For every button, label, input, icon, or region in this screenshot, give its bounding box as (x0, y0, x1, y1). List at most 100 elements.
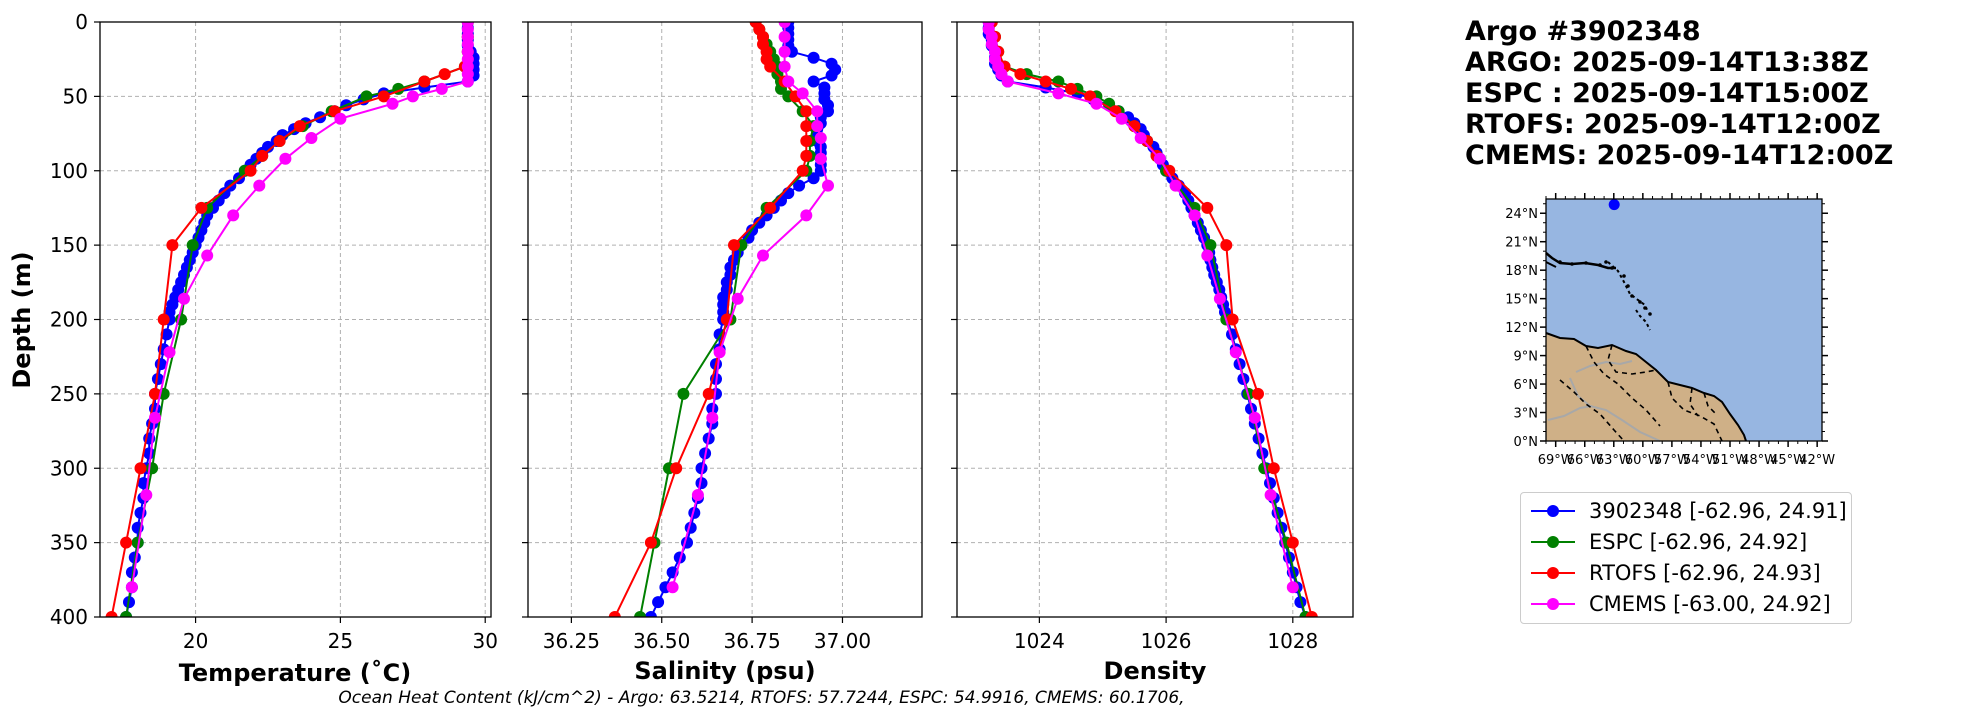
depth-tick-label-100: 100 (50, 159, 88, 183)
salinity-point-rtofs (608, 611, 621, 617)
density-xtick-label-0: 1024 (1014, 629, 1065, 653)
salinity-series-rtofs (608, 22, 813, 617)
map-island (1638, 300, 1642, 304)
rtofs-time: RTOFS: 2025-09-14T12:00Z (1465, 109, 1881, 140)
legend-label-rtofs: RTOFS [-62.96, 24.93] (1589, 561, 1821, 585)
salinity-point-argo (807, 172, 820, 185)
temperature-point-espc (360, 90, 373, 103)
ocean-heat-content: Ocean Heat Content (kJ/cm^2) - Argo: 63.… (0, 688, 1967, 708)
temperature-point-cmems (461, 75, 474, 88)
density-point-rtofs (1065, 82, 1077, 95)
temperature-point-cmems (386, 97, 399, 110)
map-island (1643, 306, 1647, 310)
density-point-rtofs (1226, 313, 1239, 326)
temperature-point-rtofs (120, 536, 133, 549)
legend-label-cmems: CMEMS [-63.00, 24.92] (1589, 592, 1831, 616)
density-point-cmems (1115, 112, 1128, 125)
salinity-point-cmems (814, 132, 827, 144)
temperature-point-rtofs (195, 201, 208, 214)
map-island (1598, 263, 1602, 267)
map-lat-label-9: 9°N (1514, 350, 1539, 365)
density-point-cmems (1001, 75, 1014, 88)
map-lon-label-8: 45°W (1770, 453, 1806, 468)
temperature-point-cmems (227, 209, 240, 222)
temperature-line-cmems (130, 22, 469, 588)
density-point-cmems (1286, 581, 1299, 594)
ocean-heat-content-text: Ocean Heat Content (kJ/cm^2) - Argo: 63.… (338, 688, 1185, 708)
density-point-rtofs (1201, 201, 1214, 214)
salinity-point-rtofs (796, 164, 809, 177)
map-island (1622, 274, 1626, 278)
map-coastline (1545, 252, 1747, 442)
salinity-point-argo (807, 51, 820, 64)
temperature-point-espc (131, 536, 144, 549)
temperature-xtick-label-2: 30 (472, 629, 497, 653)
temperature-point-cmems (435, 82, 448, 95)
temperature-point-rtofs (244, 164, 257, 177)
map-rivers (1547, 360, 1661, 442)
salinity-panel: 36.25 36.50 36.75 37.00 Salinity (psu) (522, 21, 923, 685)
density-point-cmems (1248, 411, 1261, 424)
density-point-rtofs (1305, 611, 1318, 617)
density-point-rtofs (1252, 387, 1264, 400)
float-title: Argo #3902348 (1465, 16, 1701, 47)
salinity-point-espc (634, 611, 647, 617)
map-island (1558, 260, 1562, 264)
temperature-point-espc (120, 611, 133, 617)
temperature-point-cmems (149, 411, 161, 424)
density-xtick-label-1: 1026 (1141, 629, 1192, 653)
map-island (1584, 261, 1588, 265)
density-point-cmems (1229, 346, 1242, 359)
temperature-series-cmems (125, 22, 474, 594)
map-lon-label-1: 66°W (1567, 453, 1603, 468)
density-point-cmems (1169, 179, 1182, 192)
salinity-point-argo (753, 216, 766, 229)
temperature-panel: 20 25 30 Temperature (˚C) (94, 21, 498, 687)
salinity-point-argo (695, 462, 708, 475)
depth-tick-label-150: 150 (50, 233, 88, 257)
temperature-point-cmems (406, 90, 419, 103)
salinity-point-cmems (691, 489, 704, 501)
salinity-xtick-label-3: 37.00 (814, 629, 871, 653)
density-point-rtofs (1039, 75, 1052, 88)
salinity-point-cmems (811, 105, 824, 118)
salinity-point-cmems (778, 22, 791, 28)
density-xlabel: Density (1104, 657, 1207, 685)
map-float-marker (1608, 199, 1620, 211)
map-lat-label-15: 15°N (1505, 293, 1538, 308)
salinity-point-rtofs (644, 536, 657, 549)
legend-entry-argo: 3902348 [-62.96, 24.91] (1529, 496, 1847, 526)
map-lon-label-0: 69°W (1538, 453, 1574, 468)
depth-tick-label-250: 250 (50, 382, 88, 406)
temperature-point-rtofs (105, 611, 118, 617)
salinity-point-rtofs (800, 105, 813, 118)
map-island (1626, 284, 1630, 288)
temperature-point-cmems (163, 346, 176, 359)
salinity-point-argo (825, 69, 838, 82)
salinity-point-cmems (778, 60, 791, 73)
density-point-cmems (1134, 132, 1147, 144)
salinity-point-rtofs (764, 201, 777, 214)
legend-entry-rtofs: RTOFS [-62.96, 24.93] (1529, 558, 1821, 588)
density-point-cmems (1090, 97, 1103, 110)
map-lon-label-5: 54°W (1683, 453, 1719, 468)
map-island (1604, 260, 1608, 264)
salinity-point-rtofs (800, 149, 813, 162)
legend-label-argo: 3902348 [-62.96, 24.91] (1589, 499, 1847, 523)
legend-swatch-rtofs (1529, 558, 1577, 588)
legend-entry-espc: ESPC [-62.96, 24.92] (1529, 527, 1807, 557)
depth-tick-label-400: 400 (50, 605, 88, 629)
temperature-point-rtofs (256, 149, 269, 162)
salinity-point-rtofs (764, 60, 777, 73)
salinity-point-cmems (782, 75, 795, 88)
map-lat-label-6: 6°N (1514, 378, 1539, 393)
salinity-point-rtofs (728, 239, 740, 252)
temperature-point-rtofs (157, 313, 170, 326)
map-island (1570, 262, 1574, 266)
temperature-point-rtofs (438, 68, 451, 81)
temperature-xtick-label-1: 25 (328, 629, 353, 653)
density-point-rtofs (1014, 68, 1027, 81)
temperature-point-rtofs (149, 387, 161, 400)
density-line-cmems (987, 22, 1294, 588)
